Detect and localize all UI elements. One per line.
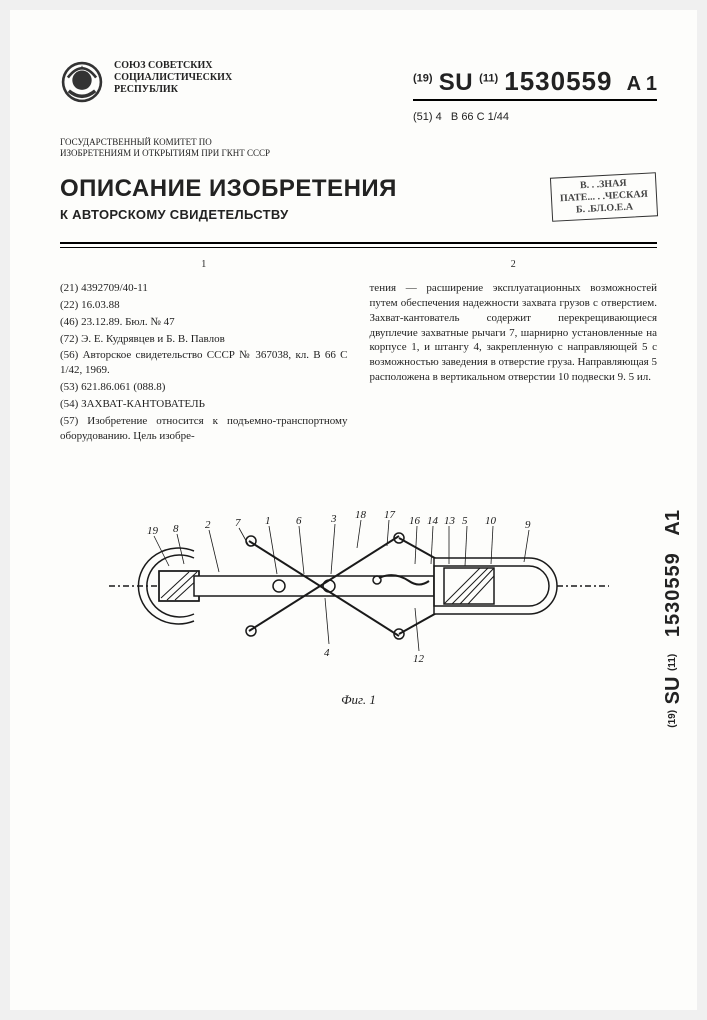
svg-text:4: 4: [324, 647, 330, 659]
page: СОЮЗ СОВЕТСКИХ СОЦИАЛИСТИЧЕСКИХ РЕСПУБЛИ…: [10, 10, 697, 1010]
biblio-54: (54) ЗАХВАТ-КАНТОВАТЕЛЬ: [60, 397, 348, 412]
title-row: ОПИСАНИЕ ИЗОБРЕТЕНИЯ К АВТОРСКОМУ СВИДЕТ…: [60, 175, 657, 222]
svg-text:14: 14: [427, 515, 439, 527]
class-prefix: (51) 4: [413, 111, 442, 123]
side-number: 1530559: [662, 552, 684, 637]
side-field-11: (11): [667, 654, 678, 671]
svg-text:18: 18: [355, 509, 367, 521]
svg-text:7: 7: [235, 517, 241, 529]
side-doc-number: (19) SU (11) 1530559 A1: [662, 510, 685, 728]
patent-number: 1530559: [504, 66, 612, 96]
svg-text:13: 13: [444, 515, 456, 527]
sub-title: К АВТОРСКОМУ СВИДЕТЕЛЬСТВУ: [60, 207, 397, 222]
text-columns: 1 (21) 4392709/40-11 (22) 16.03.88 (46) …: [60, 252, 657, 446]
svg-text:3: 3: [330, 513, 337, 525]
figure-caption: Фиг. 1: [60, 692, 657, 708]
side-su: SU: [662, 677, 684, 705]
field-11: (11): [479, 73, 498, 85]
svg-text:9: 9: [525, 519, 531, 531]
biblio-22: (22) 16.03.88: [60, 298, 348, 313]
main-title: ОПИСАНИЕ ИЗОБРЕТЕНИЯ: [60, 175, 397, 203]
side-field-19: (19): [667, 710, 678, 728]
col-1-number: 1: [60, 258, 348, 272]
biblio-72: (72) Э. Е. Кудрявцев и Б. В. Павлов: [60, 332, 348, 347]
svg-text:5: 5: [462, 515, 468, 527]
ussr-emblem-icon: [60, 60, 104, 104]
field-19: (19): [413, 73, 433, 85]
biblio-46: (46) 23.12.89. Бюл. № 47: [60, 315, 348, 330]
classification-line: (51) 4 B 66 C 1/44: [413, 111, 657, 123]
horizontal-rule: [60, 242, 657, 248]
doc-number-block: (19) SU (11) 1530559 A 1 (51) 4 B 66 C 1…: [413, 60, 657, 123]
svg-text:17: 17: [384, 509, 396, 521]
biblio-21: (21) 4392709/40-11: [60, 281, 348, 296]
svg-text:12: 12: [413, 653, 425, 665]
abstract-text: тения — расширение эксплуатационных возм…: [370, 281, 658, 385]
biblio-56: (56) Авторское свидетельство СССР № 3670…: [60, 348, 348, 378]
issuer-text: СОЮЗ СОВЕТСКИХ СОЦИАЛИСТИЧЕСКИХ РЕСПУБЛИ…: [114, 60, 234, 96]
col-2-number: 2: [370, 258, 658, 272]
kind-code: A 1: [627, 73, 657, 95]
biblio-53: (53) 621.86.061 (088.8): [60, 380, 348, 395]
library-stamp: В. . .ЗНАЯ ПАТЕ... . .ЧЕСКАЯ Б. .БЛ.О.Е.…: [550, 172, 658, 221]
svg-text:8: 8: [173, 523, 179, 535]
svg-text:2: 2: [205, 519, 211, 531]
classification: B 66 C 1/44: [451, 111, 509, 123]
title-block: ОПИСАНИЕ ИЗОБРЕТЕНИЯ К АВТОРСКОМУ СВИДЕТ…: [60, 175, 397, 222]
header-row: СОЮЗ СОВЕТСКИХ СОЦИАЛИСТИЧЕСКИХ РЕСПУБЛИ…: [60, 60, 657, 123]
committee-text: ГОСУДАРСТВЕННЫЙ КОМИТЕТ ПО ИЗОБРЕТЕНИЯМ …: [60, 137, 280, 159]
svg-text:6: 6: [296, 515, 302, 527]
svg-text:1: 1: [265, 515, 271, 527]
column-1: 1 (21) 4392709/40-11 (22) 16.03.88 (46) …: [60, 252, 348, 446]
svg-text:19: 19: [147, 525, 159, 537]
biblio-57: (57) Изобретение относится к подъемно-тр…: [60, 414, 348, 444]
svg-text:16: 16: [409, 515, 421, 527]
doc-number: (19) SU (11) 1530559 A 1: [413, 66, 657, 101]
svg-text:10: 10: [485, 515, 497, 527]
figure-1: 19 8 2 7 1 6 3 18 17 16 14 13 5 10 9 4 1…: [60, 486, 657, 686]
column-2: 2 тения — расширение эксплуатационных во…: [370, 252, 658, 446]
country-code: SU: [439, 69, 473, 96]
side-kind: A1: [662, 510, 684, 536]
